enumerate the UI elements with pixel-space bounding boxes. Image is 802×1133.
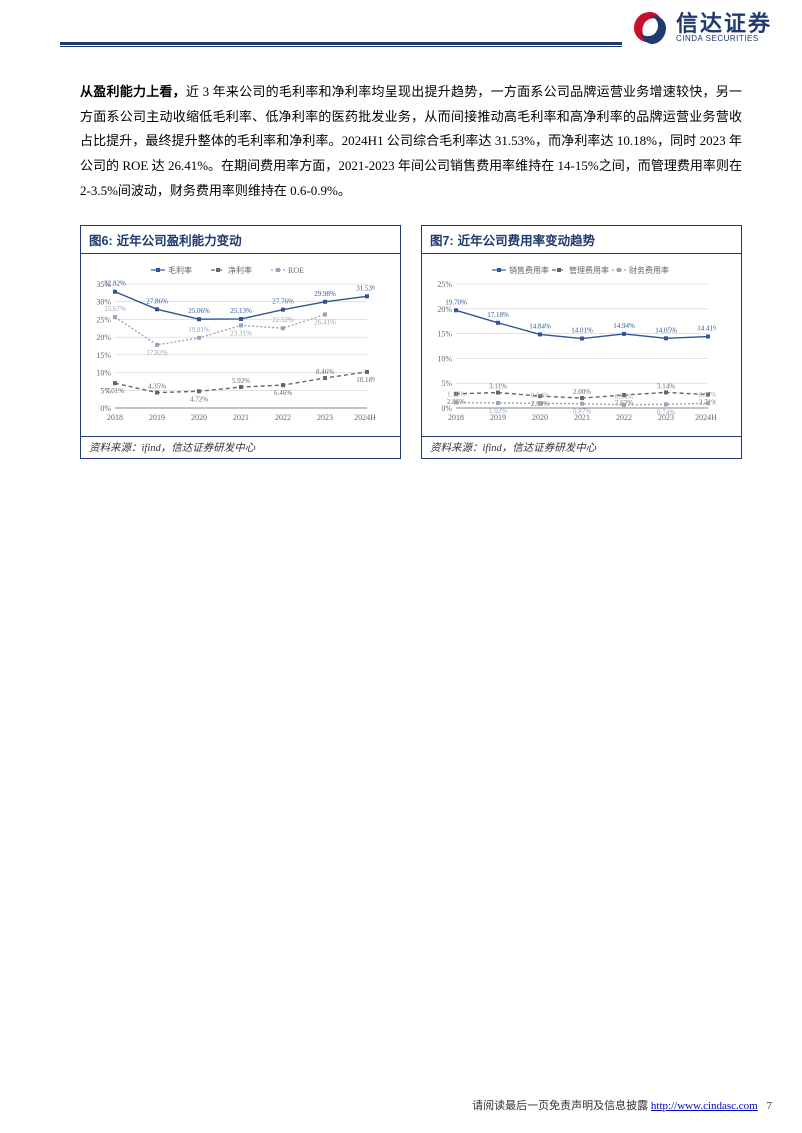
svg-text:20%: 20% — [96, 334, 111, 343]
svg-text:5.92%: 5.92% — [232, 377, 250, 385]
svg-text:23.31%: 23.31% — [230, 330, 252, 338]
svg-text:5%: 5% — [441, 380, 452, 389]
svg-text:15%: 15% — [437, 330, 452, 339]
svg-text:销售费用率: 销售费用率 — [509, 265, 549, 275]
svg-text:10.18%: 10.18% — [356, 376, 375, 384]
logo-en-text: CINDA SECURITIES — [676, 35, 772, 43]
svg-text:26.41%: 26.41% — [314, 319, 336, 327]
svg-text:2023: 2023 — [317, 413, 333, 422]
chart7-plot: 0%5%10%15%20%25%201820192020202120222023… — [422, 254, 741, 436]
svg-text:29.98%: 29.98% — [314, 290, 336, 298]
svg-text:7.01%: 7.01% — [106, 388, 124, 396]
chart6-source: 资料来源：ifind，信达证券研发中心 — [81, 436, 400, 458]
svg-text:2018: 2018 — [448, 413, 464, 422]
svg-text:3.14%: 3.14% — [657, 383, 675, 391]
svg-text:财务费用率: 财务费用率 — [629, 265, 669, 275]
chart6-title: 图6:近年公司盈利能力变动 — [81, 226, 400, 254]
svg-text:22.52%: 22.52% — [272, 317, 294, 325]
svg-text:1.02%: 1.02% — [489, 407, 507, 415]
report-header: 信达证券 CINDA SECURITIES — [0, 0, 802, 60]
svg-text:27.76%: 27.76% — [272, 298, 294, 306]
svg-text:14.94%: 14.94% — [613, 322, 635, 330]
svg-text:27.86%: 27.86% — [146, 298, 168, 306]
svg-text:1.10%: 1.10% — [447, 391, 465, 399]
svg-text:17.82%: 17.82% — [146, 349, 168, 357]
body-paragraph: 从盈利能力上看，近 3 年来公司的毛利率和净利率均呈现出提升趋势，一方面系公司品… — [80, 80, 742, 203]
svg-text:10%: 10% — [437, 355, 452, 364]
chart6-box: 图6:近年公司盈利能力变动 0%5%10%15%20%25%30%35%2018… — [80, 225, 401, 459]
svg-text:4.35%: 4.35% — [148, 383, 166, 391]
svg-text:0.64%: 0.64% — [615, 393, 633, 401]
svg-text:25%: 25% — [96, 316, 111, 325]
paragraph-text: 近 3 年来公司的毛利率和净利率均呈现出提升趋势，一方面系公司品牌运营业务增速较… — [80, 84, 742, 198]
chart7-box: 图7:近年公司费用率变动趋势 0%5%10%15%20%25%201820192… — [421, 225, 742, 459]
svg-text:32.82%: 32.82% — [104, 280, 126, 288]
chart7-source: 资料来源：ifind，信达证券研发中心 — [422, 436, 741, 458]
svg-text:25.06%: 25.06% — [188, 308, 210, 316]
svg-text:25%: 25% — [437, 280, 452, 289]
svg-text:毛利率: 毛利率 — [168, 265, 192, 275]
svg-text:19.70%: 19.70% — [445, 299, 467, 307]
svg-text:25.67%: 25.67% — [104, 305, 126, 313]
svg-text:14.84%: 14.84% — [529, 323, 551, 331]
svg-text:2020: 2020 — [191, 413, 207, 422]
svg-text:3.11%: 3.11% — [489, 383, 507, 391]
svg-text:14.41%: 14.41% — [697, 325, 716, 333]
svg-text:0.94%: 0.94% — [531, 392, 549, 400]
svg-text:管理费用率: 管理费用率 — [569, 265, 609, 275]
swirl-icon — [630, 8, 670, 48]
chart6-plot: 0%5%10%15%20%25%30%35%201820192020202120… — [81, 254, 400, 436]
svg-text:2018: 2018 — [107, 413, 123, 422]
svg-text:14.01%: 14.01% — [571, 327, 593, 335]
svg-text:31.53%: 31.53% — [356, 285, 375, 293]
svg-text:2019: 2019 — [149, 413, 165, 422]
svg-text:10%: 10% — [96, 369, 111, 378]
paragraph-lead: 从盈利能力上看， — [80, 84, 186, 99]
svg-text:17.18%: 17.18% — [487, 311, 509, 319]
svg-text:0.74%: 0.74% — [657, 409, 675, 417]
svg-text:2.00%: 2.00% — [573, 389, 591, 397]
svg-text:ROE: ROE — [288, 266, 304, 275]
svg-text:14.05%: 14.05% — [655, 327, 677, 335]
page-number: 7 — [767, 1100, 773, 1112]
svg-text:4.72%: 4.72% — [190, 396, 208, 404]
svg-text:2022: 2022 — [616, 413, 632, 422]
svg-text:0.97%: 0.97% — [699, 392, 716, 400]
logo-cn-text: 信达证券 — [676, 13, 772, 35]
svg-text:2024H1: 2024H1 — [695, 413, 716, 422]
footer-link[interactable]: http://www.cindasc.com — [651, 1100, 758, 1112]
svg-text:19.81%: 19.81% — [188, 326, 210, 334]
chart7-title: 图7:近年公司费用率变动趋势 — [422, 226, 741, 254]
svg-text:6.46%: 6.46% — [274, 390, 292, 398]
svg-text:2022: 2022 — [275, 413, 291, 422]
svg-text:2021: 2021 — [233, 413, 249, 422]
svg-text:净利率: 净利率 — [228, 265, 252, 275]
svg-text:0.87%: 0.87% — [573, 408, 591, 416]
page-footer: 请阅读最后一页免责声明及信息披露 http://www.cindasc.com … — [472, 1097, 772, 1113]
svg-text:25.13%: 25.13% — [230, 307, 252, 315]
svg-text:8.46%: 8.46% — [316, 368, 334, 376]
company-logo: 信达证券 CINDA SECURITIES — [630, 8, 772, 48]
footer-text: 请阅读最后一页免责声明及信息披露 — [472, 1100, 648, 1112]
svg-text:15%: 15% — [96, 351, 111, 360]
svg-text:2020: 2020 — [532, 413, 548, 422]
svg-text:2024H1: 2024H1 — [354, 413, 375, 422]
svg-text:0%: 0% — [100, 404, 111, 413]
